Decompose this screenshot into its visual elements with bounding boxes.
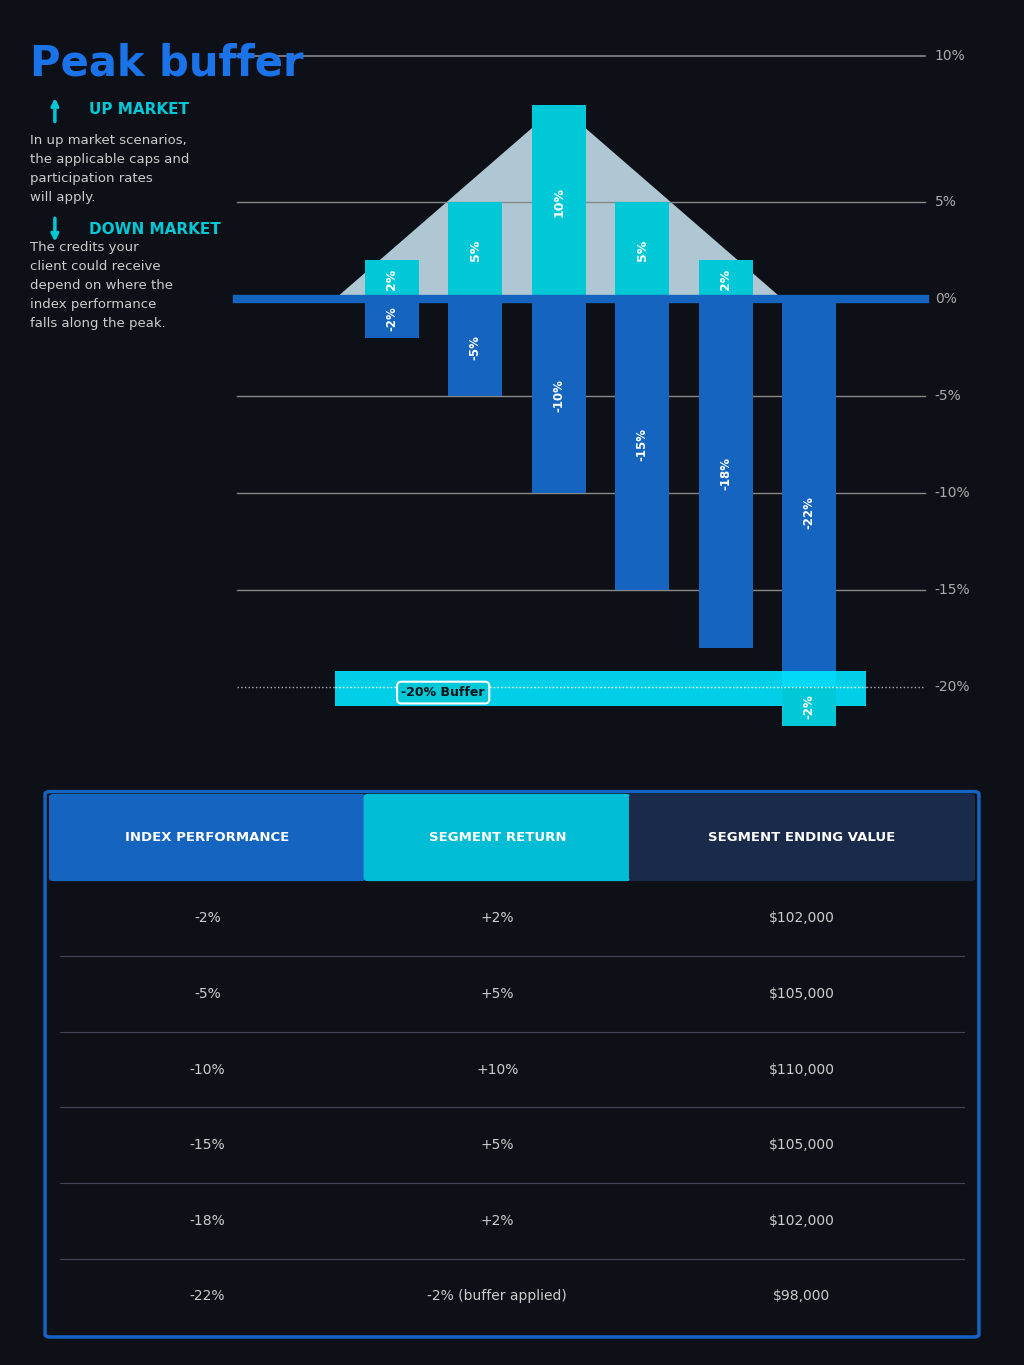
Text: +2%: +2% [480, 912, 514, 925]
FancyBboxPatch shape [364, 794, 631, 882]
Text: $102,000: $102,000 [769, 912, 835, 925]
Polygon shape [335, 105, 782, 299]
Bar [365, 299, 419, 337]
Text: $98,000: $98,000 [773, 1290, 830, 1304]
Text: -2%: -2% [385, 306, 398, 330]
Text: -18%: -18% [189, 1213, 225, 1227]
Bar [782, 299, 837, 687]
Text: DOWN MARKET: DOWN MARKET [89, 222, 221, 238]
Text: In up market scenarios,
the applicable caps and
participation rates
will apply.: In up market scenarios, the applicable c… [31, 134, 189, 203]
Text: -2%: -2% [194, 912, 220, 925]
Bar [449, 202, 502, 299]
Text: -18%: -18% [719, 457, 732, 490]
Bar [615, 202, 670, 299]
Text: 5%: 5% [636, 240, 649, 261]
Text: -2% (buffer applied): -2% (buffer applied) [427, 1290, 567, 1304]
Text: Peak buffer: Peak buffer [31, 42, 304, 85]
Bar [782, 687, 837, 726]
Bar [335, 672, 866, 706]
Text: -20%: -20% [935, 680, 970, 693]
Text: +5%: +5% [480, 987, 514, 1001]
Text: 5%: 5% [935, 195, 956, 209]
Text: SEGMENT RETURN: SEGMENT RETURN [428, 831, 566, 844]
Bar [365, 261, 419, 299]
Text: INDEX PERFORMANCE: INDEX PERFORMANCE [125, 831, 290, 844]
Text: -15%: -15% [935, 583, 971, 597]
Text: +2%: +2% [480, 1213, 514, 1227]
Text: -10%: -10% [552, 379, 565, 412]
Bar [531, 299, 586, 493]
Text: 0%: 0% [935, 292, 956, 306]
Text: -10%: -10% [935, 486, 971, 500]
Text: UP MARKET: UP MARKET [89, 102, 189, 117]
Text: 5%: 5% [469, 240, 481, 261]
Text: -5%: -5% [935, 389, 962, 403]
Text: -10%: -10% [189, 1062, 225, 1077]
Text: $105,000: $105,000 [769, 1138, 835, 1152]
Text: 2%: 2% [385, 269, 398, 291]
FancyBboxPatch shape [45, 792, 979, 1336]
Text: 2%: 2% [719, 269, 732, 291]
Text: -15%: -15% [636, 427, 649, 461]
Bar [615, 299, 670, 590]
Text: -5%: -5% [194, 987, 220, 1001]
Text: The credits your
client could receive
depend on where the
index performance
fall: The credits your client could receive de… [31, 240, 173, 330]
Text: -5%: -5% [469, 334, 481, 360]
Bar [698, 299, 753, 648]
Text: $110,000: $110,000 [769, 1062, 835, 1077]
Text: -15%: -15% [189, 1138, 225, 1152]
Text: -22%: -22% [803, 495, 816, 528]
Text: SEGMENT ENDING VALUE: SEGMENT ENDING VALUE [709, 831, 896, 844]
FancyBboxPatch shape [49, 794, 366, 882]
Text: $102,000: $102,000 [769, 1213, 835, 1227]
Bar [449, 299, 502, 396]
Bar [531, 105, 586, 299]
Text: $105,000: $105,000 [769, 987, 835, 1001]
Text: 10%: 10% [552, 187, 565, 217]
Text: -2%: -2% [803, 693, 816, 718]
Text: +10%: +10% [476, 1062, 518, 1077]
Bar [698, 261, 753, 299]
Text: -22%: -22% [189, 1290, 225, 1304]
Text: -20% Buffer: -20% Buffer [401, 687, 485, 699]
FancyBboxPatch shape [629, 794, 975, 882]
Text: +5%: +5% [480, 1138, 514, 1152]
Text: 10%: 10% [935, 49, 966, 63]
